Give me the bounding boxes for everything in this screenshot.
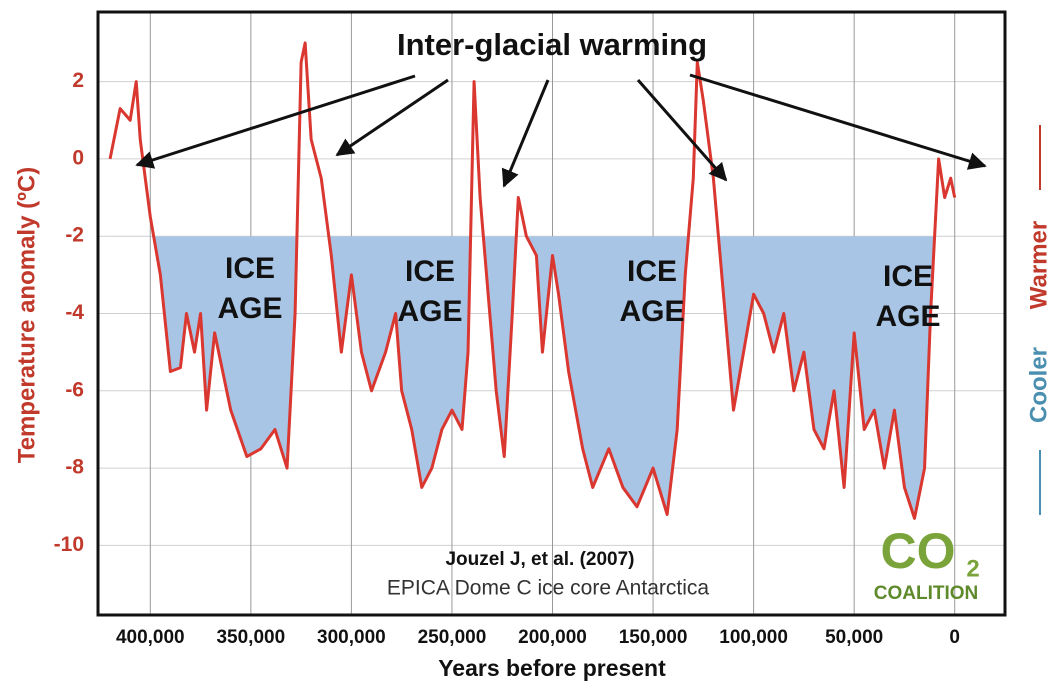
right-label: Cooler [1025,347,1052,423]
x-tick-label: 350,000 [216,627,285,648]
logo: COALITION [874,583,979,604]
annotation: AGE [397,295,462,328]
line [108,41,957,520]
shaded-area [153,236,935,519]
x-tick-label: 0 [949,627,960,648]
y-tick-label: -6 [65,378,84,401]
annotation: AGE [217,292,282,325]
arrows [135,73,987,188]
right-label: Warmer [1025,221,1052,309]
annotation: ICE [405,255,455,288]
x-tick-label: 250,000 [418,627,487,648]
arrow [689,73,987,170]
y-axis-label: Temperature anomaly (ºC) [13,167,40,463]
y-tick-label: -10 [54,533,84,556]
y-tick-label: 0 [72,146,84,169]
annotation: AGE [619,295,684,328]
arrow [335,78,449,157]
x-tick-label: 300,000 [317,627,386,648]
x-tick-label: 100,000 [719,627,788,648]
arrow [636,79,728,182]
x-axis-label: Years before present [438,655,666,681]
citation: EPICA Dome C ice core Antarctica [387,577,709,600]
y-tick-label: -4 [65,301,84,324]
y-tick-label: -8 [65,456,84,479]
logo: CO [881,523,956,579]
y-tick-label: 2 [72,69,84,92]
x-tick-label: 400,000 [116,627,185,648]
plot-frame [96,10,1007,617]
x-tick-label: 200,000 [518,627,587,648]
citation: Jouzel J, et al. (2007) [445,549,634,570]
annotation: ICE [225,252,275,285]
x-tick-label: 50,000 [825,627,883,648]
arrow [135,74,416,169]
annotation: ICE [883,260,933,293]
x-tick-label: 150,000 [619,627,688,648]
arrow [501,79,550,188]
logo: 2 [966,555,979,582]
annotation: AGE [875,300,940,333]
chart-title: Inter-glacial warming [397,27,707,62]
marks [108,41,957,520]
annotation: ICE [627,255,677,288]
y-tick-label: -2 [65,224,84,247]
